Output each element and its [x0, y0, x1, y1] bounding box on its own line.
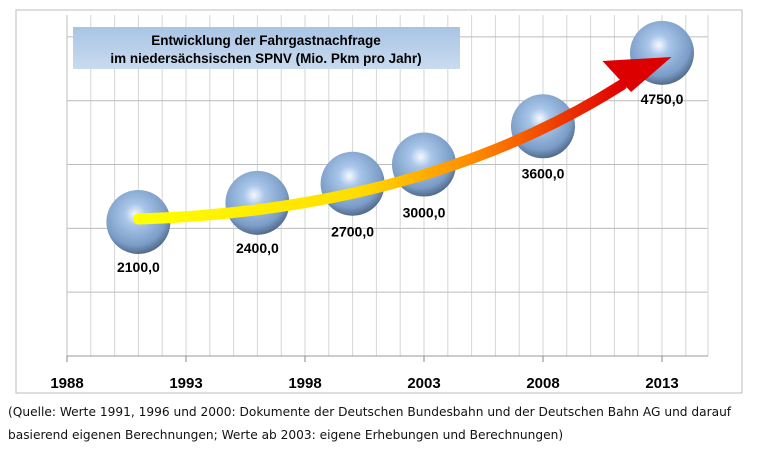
source-caption: (Quelle: Werte 1991, 1996 und 2000: Doku…	[8, 401, 768, 447]
data-label: 3600,0	[522, 165, 565, 181]
data-label: 2100,0	[117, 259, 160, 275]
bubbles	[106, 20, 694, 254]
x-axis: 1988 1993 1998 2003 2008 2013	[50, 355, 708, 392]
x-tick-label: 1993	[169, 375, 202, 392]
data-label: 2400,0	[236, 240, 279, 256]
chart-title-line1: Entwicklung der Fahrgastnachfrage	[151, 33, 381, 48]
x-tick-label: 1998	[288, 375, 321, 392]
data-labels: 2100,0 2400,0 2700,0 3000,0 3600,0 4750,0	[117, 91, 684, 275]
data-point-sphere	[225, 170, 290, 235]
trend-arrow-head	[602, 57, 672, 92]
data-label: 4750,0	[641, 91, 684, 107]
caption-line-2: basierend eigenen Berechnungen; Werte ab…	[8, 428, 564, 442]
x-tick-label: 1988	[50, 375, 83, 392]
chart: 1988 1993 1998 2003 2008 2013 Entwicklung der…	[15, 9, 743, 394]
data-label: 3000,0	[403, 205, 446, 221]
trend-arrow	[132, 57, 672, 225]
x-tick-label: 2003	[407, 375, 440, 392]
x-tick-label: 2013	[645, 375, 678, 392]
data-label: 2700,0	[331, 224, 374, 240]
x-tick-label: 2008	[526, 375, 559, 392]
caption-line-1: (Quelle: Werte 1991, 1996 und 2000: Doku…	[8, 405, 732, 419]
chart-title-box: Entwicklung der Fahrgastnachfrage im nie…	[73, 27, 460, 69]
trend-arrow-shaft	[132, 79, 628, 225]
chart-title-line2: im niedersächsischen SPNV (Mio. Pkm pro …	[110, 51, 421, 66]
